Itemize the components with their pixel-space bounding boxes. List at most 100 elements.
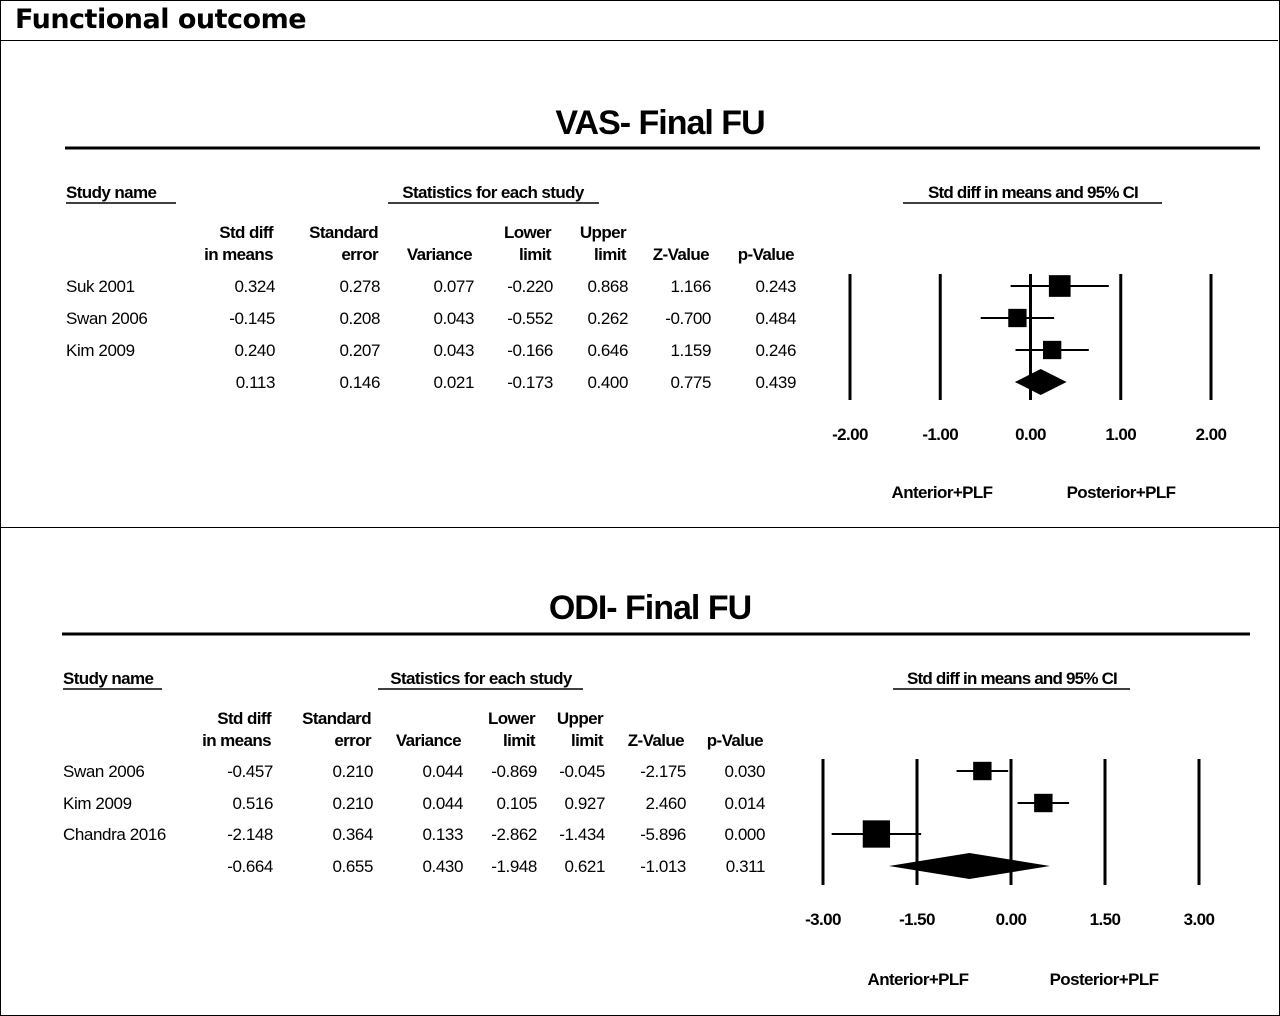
study-marker [1048, 275, 1071, 297]
study-z: -0.700 [665, 309, 711, 328]
study-se: 0.210 [332, 762, 373, 781]
study-lower: -0.166 [507, 341, 553, 360]
col-header-upper-line2: limit [594, 245, 627, 264]
pooled-z: 0.775 [670, 373, 711, 392]
study-std_diff: -0.145 [229, 309, 275, 328]
plot-header: Std diff in means and 95% CI [907, 669, 1117, 688]
pooled-variance: 0.021 [433, 373, 474, 392]
study-name-header: Study name [66, 183, 157, 202]
pooled-lower: -0.173 [507, 373, 553, 392]
pooled-std_diff: 0.113 [236, 373, 275, 392]
study-name: Swan 2006 [66, 309, 147, 328]
tick-label: 2.00 [1196, 425, 1227, 444]
col-header-p: p-Value [707, 731, 763, 750]
col-header-z: Z-Value [653, 245, 709, 264]
study-lower: -0.220 [507, 277, 553, 296]
col-header-lower-line1: Lower [504, 223, 552, 242]
study-z: -5.896 [640, 825, 686, 844]
study-name: Chandra 2016 [63, 825, 166, 844]
study-p: 0.014 [724, 794, 765, 813]
study-name: Swan 2006 [63, 762, 144, 781]
pooled-upper: 0.621 [564, 857, 605, 876]
study-se: 0.208 [339, 309, 380, 328]
study-marker [1043, 340, 1062, 360]
tick-label: 3.00 [1184, 910, 1215, 929]
col-header-lower-line2: limit [519, 245, 552, 264]
pooled-se: 0.655 [332, 857, 373, 876]
pooled-p: 0.439 [755, 373, 796, 392]
tick-label: 1.00 [1105, 425, 1136, 444]
col-header-upper-line1: Upper [557, 709, 604, 728]
col-header-upper-line2: limit [571, 731, 604, 750]
study-variance: 0.044 [422, 762, 463, 781]
study-variance: 0.043 [433, 341, 474, 360]
col-header-variance: Variance [407, 245, 472, 264]
page-title: Functional outcome [15, 4, 307, 35]
study-se: 0.207 [339, 341, 380, 360]
col-header-std_diff-line1: Std diff [217, 709, 272, 728]
study-p: 0.030 [724, 762, 765, 781]
study-name-header: Study name [63, 669, 154, 688]
study-std_diff: 0.240 [234, 341, 275, 360]
col-header-upper-line1: Upper [580, 223, 627, 242]
plot-header: Std diff in means and 95% CI [928, 183, 1138, 202]
study-lower: -0.869 [491, 762, 537, 781]
col-header-std_err-line2: error [341, 245, 379, 264]
col-header-lower-line2: limit [503, 731, 536, 750]
study-std_diff: -2.148 [227, 825, 273, 844]
tick-label: -3.00 [805, 910, 841, 929]
study-z: -2.175 [640, 762, 686, 781]
favours-left-label: Anterior+PLF [892, 483, 993, 502]
col-header-std_err-line2: error [334, 731, 372, 750]
tick-label: 0.00 [996, 910, 1027, 929]
study-std_diff: 0.324 [234, 277, 275, 296]
study-se: 0.278 [339, 277, 380, 296]
study-variance: 0.043 [433, 309, 474, 328]
pooled-lower: -1.948 [491, 857, 537, 876]
stats-header: Statistics for each study [390, 669, 573, 688]
study-upper: -1.434 [559, 825, 605, 844]
vas-forest-plot: VAS- Final FU Study name Statistics for ea… [65, 104, 1260, 502]
pooled-se: 0.146 [339, 373, 380, 392]
col-header-p: p-Value [738, 245, 794, 264]
study-marker [1034, 793, 1053, 813]
study-upper: -0.045 [559, 762, 605, 781]
pooled-std_diff: -0.664 [227, 857, 273, 876]
study-upper: 0.262 [587, 309, 628, 328]
study-z: 1.159 [670, 341, 711, 360]
study-p: 0.243 [755, 277, 796, 296]
tick-label: -2.00 [832, 425, 868, 444]
col-header-variance: Variance [396, 731, 461, 750]
study-upper: 0.927 [564, 794, 605, 813]
study-name: Kim 2009 [66, 341, 135, 360]
pooled-upper: 0.400 [587, 373, 628, 392]
col-header-std_diff-line2: in means [202, 731, 271, 750]
study-lower: -0.552 [507, 309, 553, 328]
stats-header: Statistics for each study [402, 183, 585, 202]
pooled-variance: 0.430 [422, 857, 463, 876]
pooled-p: 0.311 [726, 857, 765, 876]
panel-divider [0, 527, 1280, 528]
study-variance: 0.044 [422, 794, 463, 813]
favours-left-label: Anterior+PLF [868, 970, 969, 989]
study-upper: 0.646 [587, 341, 628, 360]
study-std_diff: -0.457 [227, 762, 273, 781]
study-marker [973, 761, 992, 781]
favours-right-label: Posterior+PLF [1050, 970, 1159, 989]
study-lower: 0.105 [496, 794, 537, 813]
study-lower: -2.862 [491, 825, 537, 844]
study-std_diff: 0.516 [232, 794, 273, 813]
study-z: 2.460 [645, 794, 686, 813]
study-marker [862, 820, 891, 848]
odi-forest-plot: ODI- Final FU Study name Statistics for ea… [62, 589, 1250, 989]
tick-label: 0.00 [1015, 425, 1046, 444]
study-name: Suk 2001 [66, 277, 135, 296]
chart-title: VAS- Final FU [555, 104, 764, 142]
col-header-std_err-line1: Standard [302, 709, 371, 728]
pooled-diamond [888, 853, 1050, 879]
study-variance: 0.077 [433, 277, 474, 296]
study-p: 0.000 [724, 825, 765, 844]
col-header-std_diff-line1: Std diff [219, 223, 274, 242]
col-header-lower-line1: Lower [488, 709, 536, 728]
col-header-std_diff-line2: in means [204, 245, 273, 264]
